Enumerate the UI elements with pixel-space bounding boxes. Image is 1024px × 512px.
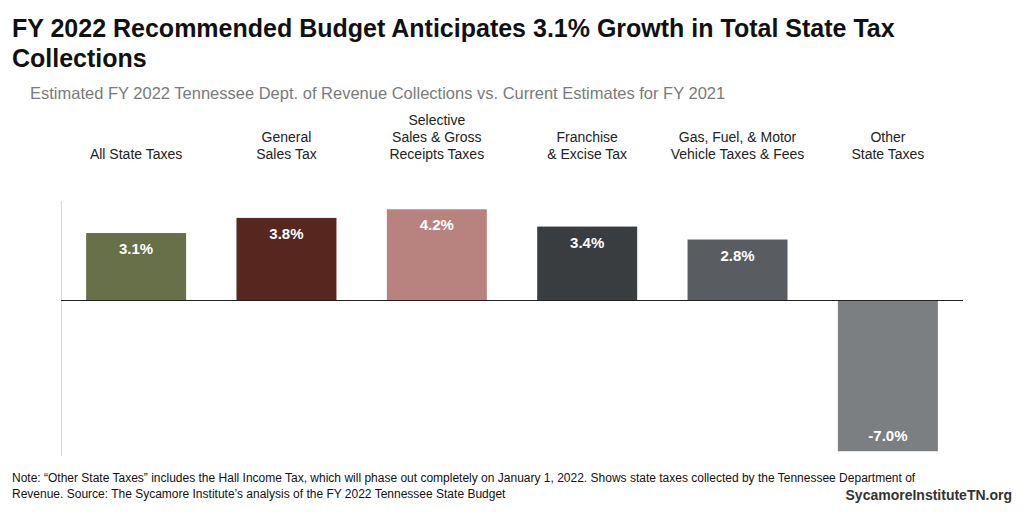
bar bbox=[838, 300, 938, 451]
bars bbox=[86, 209, 938, 451]
text-line: Franchise bbox=[556, 129, 618, 145]
text-line: General bbox=[262, 129, 312, 145]
title: FY 2022 Recommended Budget Anticipates 3… bbox=[12, 14, 895, 72]
bar bbox=[236, 218, 336, 300]
grid-line bbox=[61, 300, 963, 301]
tick bbox=[61, 300, 963, 301]
text-line: Revenue. Source: The Sycamore Institute’… bbox=[12, 487, 506, 501]
axis-line bbox=[61, 201, 62, 456]
category-label: Gas, Fuel, & MotorVehicle Taxes & Fees bbox=[671, 129, 805, 162]
data-label: 4.2% bbox=[420, 216, 454, 233]
data-label: -7.0% bbox=[868, 427, 907, 444]
credit: SycamoreInstituteTN.org bbox=[846, 487, 1012, 503]
text-line: & Excise Tax bbox=[547, 146, 627, 162]
text-line: Collections bbox=[12, 44, 147, 72]
category-label: Franchise& Excise Tax bbox=[547, 129, 627, 162]
category-label: OtherState Taxes bbox=[851, 129, 924, 162]
y-axis bbox=[61, 201, 963, 456]
text-line: Sales & Gross bbox=[392, 129, 481, 145]
bar bbox=[387, 209, 487, 300]
text-line: All State Taxes bbox=[90, 146, 182, 162]
text-line: FY 2022 Recommended Budget Anticipates 3… bbox=[12, 14, 895, 42]
category-labels: All State Taxes GeneralSales Tax Selective… bbox=[90, 112, 924, 162]
bar bbox=[86, 233, 186, 300]
text-line: Gas, Fuel, & Motor bbox=[679, 129, 797, 145]
note: Note: “Other State Taxes” includes the H… bbox=[12, 471, 916, 501]
data-labels: 3.1% 3.8% 4.2% 3.4% 2.8% -7.0% bbox=[119, 216, 907, 444]
subtitle: Estimated FY 2022 Tennessee Dept. of Rev… bbox=[30, 84, 725, 102]
text-line: Selective bbox=[408, 112, 465, 128]
category-label: SelectiveSales & GrossReceipts Taxes bbox=[389, 112, 484, 162]
text-line: Other bbox=[870, 129, 905, 145]
bar bbox=[688, 240, 788, 300]
text-line: Receipts Taxes bbox=[389, 146, 484, 162]
category-label: GeneralSales Tax bbox=[256, 129, 316, 162]
text-line: Sales Tax bbox=[256, 146, 316, 162]
data-label: 3.8% bbox=[269, 225, 303, 242]
category-label: All State Taxes bbox=[90, 146, 182, 162]
data-label: 3.4% bbox=[570, 234, 604, 251]
data-label: 2.8% bbox=[720, 247, 754, 264]
bar bbox=[537, 227, 637, 300]
text-line: State Taxes bbox=[851, 146, 924, 162]
text-line: Note: “Other State Taxes” includes the H… bbox=[12, 471, 916, 485]
data-label: 3.1% bbox=[119, 240, 153, 257]
text-line: Vehicle Taxes & Fees bbox=[671, 146, 805, 162]
